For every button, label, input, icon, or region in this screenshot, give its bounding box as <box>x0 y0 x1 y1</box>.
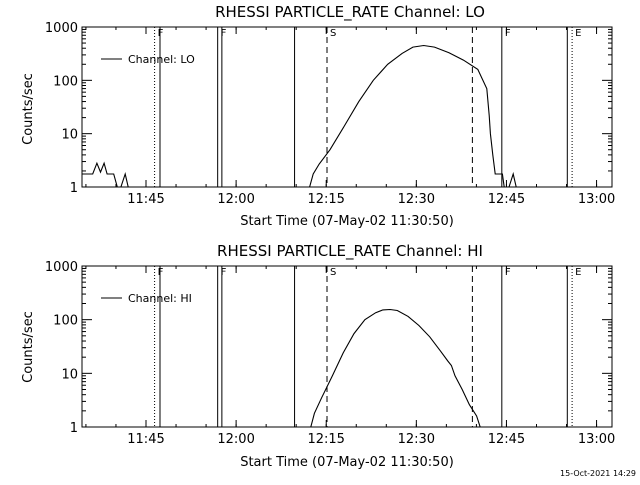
chart-title: RHESSI PARTICLE_RATE Channel: HI <box>217 242 483 261</box>
x-tick-label: 12:45 <box>488 192 525 207</box>
x-axis-label: Start Time (07-May-02 11:30:50) <box>240 455 454 470</box>
y-tick-label: 1000 <box>45 21 78 36</box>
y-tick-label: 1000 <box>45 260 78 275</box>
x-tick-label: 13:00 <box>578 432 615 447</box>
series-line <box>310 308 481 427</box>
marker-label: F <box>505 28 511 39</box>
footer-timestamp: 15-Oct-2021 14:29 <box>560 469 636 478</box>
x-axis-label: Start Time (07-May-02 11:30:50) <box>240 214 454 229</box>
marker-label: F <box>221 267 227 278</box>
x-tick-label: 12:15 <box>307 192 344 207</box>
marker-label: F <box>158 267 164 278</box>
series-line <box>120 171 129 187</box>
marker-label: S <box>330 28 336 39</box>
x-tick-label: 13:00 <box>578 192 615 207</box>
series-line <box>508 171 517 187</box>
marker-label: F <box>158 28 164 39</box>
chart-title: RHESSI PARTICLE_RATE Channel: LO <box>215 3 485 22</box>
x-tick-label: 11:45 <box>127 432 164 447</box>
y-tick-label: 10 <box>61 367 78 382</box>
y-axis-label: Counts/sec <box>21 73 36 145</box>
y-tick-label: 1 <box>70 181 78 196</box>
series-line <box>309 44 505 187</box>
y-axis-label: Counts/sec <box>21 311 36 383</box>
y-tick-label: 1 <box>70 421 78 436</box>
x-tick-label: 12:00 <box>217 432 254 447</box>
series-line <box>82 161 118 187</box>
marker-label: E <box>575 267 581 278</box>
x-tick-label: 12:00 <box>217 192 254 207</box>
marker-label: E <box>575 28 581 39</box>
plot-frame <box>81 265 613 428</box>
y-tick-label: 100 <box>53 314 78 329</box>
plot-frame <box>81 26 613 188</box>
x-tick-label: 12:30 <box>398 192 435 207</box>
marker-label: F <box>505 267 511 278</box>
x-tick-label: 12:15 <box>307 432 344 447</box>
x-tick-label: 12:30 <box>398 432 435 447</box>
marker-label: F <box>221 28 227 39</box>
panel-hi: RHESSI PARTICLE_RATE Channel: HI Start T… <box>21 242 615 470</box>
x-tick-label: 12:45 <box>488 432 525 447</box>
panel-lo: RHESSI PARTICLE_RATE Channel: LO Start T… <box>21 3 615 229</box>
marker-label: S <box>330 267 336 278</box>
y-tick-label: 10 <box>61 128 78 143</box>
y-tick-label: 100 <box>53 74 78 89</box>
x-tick-label: 11:45 <box>127 192 164 207</box>
legend-label: Channel: LO <box>128 53 195 66</box>
